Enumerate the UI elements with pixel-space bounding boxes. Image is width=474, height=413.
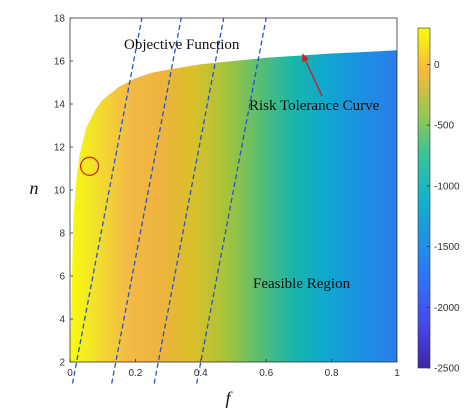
objective-line-3 [153,17,225,384]
x-tick-label: 0.8 [325,368,339,379]
colorbar-tick-label: -500 [434,121,454,132]
y-tick-label: 4 [59,315,65,326]
colorbar-tick-label: -1000 [434,181,460,192]
x-axis-label: f [225,388,233,408]
objective-line-2 [111,17,182,384]
y-tick-label: 10 [54,186,66,197]
objective-function-label: Objective Function [124,37,240,53]
feasible-region-label: Feasible Region [253,276,351,292]
y-tick-label: 18 [54,14,66,25]
x-tick-label: 1 [394,368,400,379]
y-tick-label: 14 [54,100,66,111]
colorbar-tick-label: -2000 [434,303,460,314]
y-axis-label: n [30,178,39,198]
feasible-region-fill [70,50,397,363]
risk-curve-arrow [302,53,323,97]
y-tick-label: 8 [59,229,65,240]
colorbar-tick-label: 0 [434,60,440,71]
x-tick-label: 0.6 [259,368,273,379]
x-tick-label: 0 [67,368,73,379]
colorbar-ticks: 0 -500 -1000 -1500 -2000 -2500 [427,60,460,375]
risk-tolerance-curve-label: Risk Tolerance Curve [249,98,380,114]
colorbar-gradient-bar [417,27,431,369]
y-axis-ticks: 2 4 6 8 10 12 14 16 18 [54,14,73,369]
y-tick-label: 16 [54,57,66,68]
colorbar-tick-label: -2500 [434,364,460,375]
objective-line-4 [196,17,267,384]
x-tick-label: 0.2 [128,368,142,379]
objective-line-1 [71,17,143,384]
colorbar: 0 -500 -1000 -1500 -2000 -2500 [417,27,460,375]
x-tick-label: 0.4 [194,368,208,379]
colorbar-tick-label: -1500 [434,242,460,253]
optimal-point-marker [79,156,100,176]
y-tick-label: 6 [59,272,65,283]
x-axis-ticks: 0 0.2 0.4 0.6 0.8 1 [67,359,400,379]
y-tick-label: 2 [59,358,65,369]
objective-function-lines [71,17,267,384]
y-tick-label: 12 [54,143,66,154]
